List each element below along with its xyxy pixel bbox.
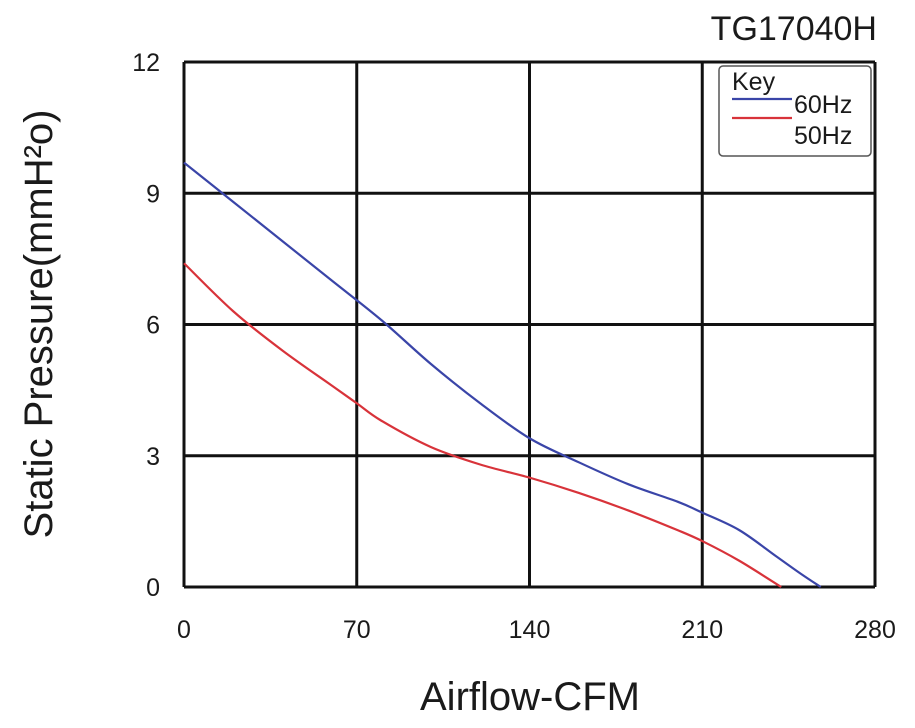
y-tick-label: 3 (146, 443, 160, 471)
y-axis-ticks: 0 3 6 9 12 (132, 49, 160, 602)
series-line-60hz (183, 161, 822, 588)
x-tick-label: 280 (854, 616, 896, 644)
grid (182, 60, 877, 589)
x-tick-label: 0 (177, 616, 191, 644)
x-axis-label: Airflow-CFM (420, 675, 640, 719)
legend: Key 60Hz 50Hz (718, 65, 872, 157)
legend-label-50hz: 50Hz (794, 122, 852, 150)
legend-box (718, 65, 872, 157)
y-tick-label: 12 (132, 49, 160, 77)
x-axis-ticks: 0 70 140 210 280 (177, 616, 896, 644)
y-tick-label: 0 (146, 574, 160, 602)
series-line-50hz (183, 262, 782, 588)
y-tick-label: 9 (146, 180, 160, 208)
y-axis-label: Static Pressure(mmH²o) (17, 110, 61, 539)
x-tick-label: 70 (343, 616, 371, 644)
x-tick-label: 210 (681, 616, 723, 644)
legend-label-60hz: 60Hz (794, 91, 852, 119)
series-lines (183, 161, 822, 588)
legend-title: Key (732, 68, 776, 96)
chart-title: TG17040H (711, 10, 877, 48)
y-tick-label: 6 (146, 312, 160, 340)
x-tick-label: 140 (509, 616, 551, 644)
